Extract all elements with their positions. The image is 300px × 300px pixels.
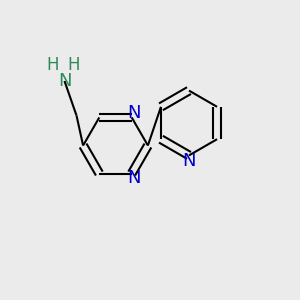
Text: H: H [68,56,80,74]
Text: N: N [128,104,141,122]
Text: N: N [58,72,71,90]
Text: N: N [128,169,141,187]
Text: H: H [47,56,59,74]
Text: N: N [182,152,196,170]
